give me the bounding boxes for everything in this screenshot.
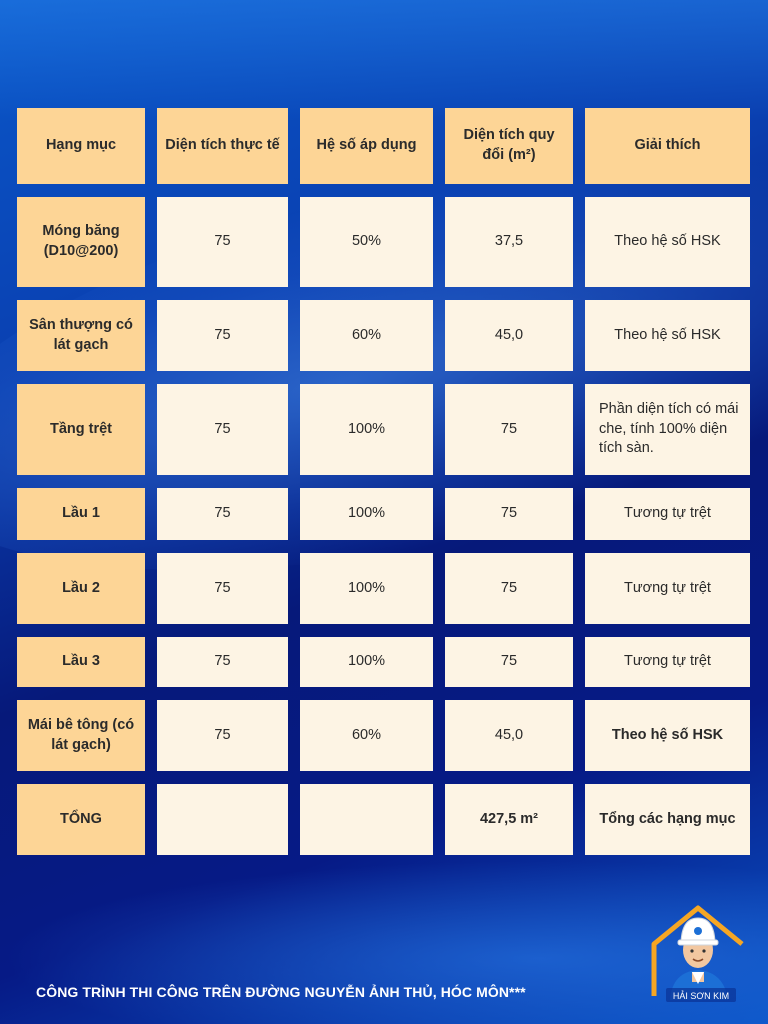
table-cell-actual: 75 (157, 488, 288, 540)
table-cell-coef: 100% (300, 488, 433, 540)
table-cell-total-converted: 427,5 m² (445, 784, 573, 855)
table-row-total-label: TỔNG (17, 784, 145, 855)
table-row-item: Mái bê tông (có lát gạch) (17, 700, 145, 771)
table-row-item: Tầng trệt (17, 384, 145, 475)
table-cell-coef: 60% (300, 300, 433, 371)
table-cell-note: Tổng các hạng mục (585, 784, 750, 855)
header-he-so: Hệ số áp dụng (300, 108, 433, 184)
worker-house-logo-icon: HẢI SƠN KIM (651, 905, 744, 1002)
header-dien-tich-thuc-te: Diện tích thực tế (157, 108, 288, 184)
table-cell-note: Theo hệ số HSK (585, 300, 750, 371)
header-hang-muc: Hạng mục (17, 108, 145, 184)
table-cell-actual: 75 (157, 197, 288, 287)
table-cell-coef: 100% (300, 553, 433, 624)
table-row-item: Lầu 2 (17, 553, 145, 624)
logo-text: HẢI SƠN KIM (673, 990, 729, 1001)
table-cell-actual: 75 (157, 553, 288, 624)
table-cell-coef (300, 784, 433, 855)
table-cell-actual: 75 (157, 384, 288, 475)
table-cell-converted: 75 (445, 637, 573, 687)
table-row-item: Lầu 1 (17, 488, 145, 540)
table-cell-note: Phần diện tích có mái che, tính 100% diệ… (585, 384, 750, 475)
table-cell-converted: 45,0 (445, 700, 573, 771)
table-cell-note: Theo hệ số HSK (585, 197, 750, 287)
header-giai-thich: Giải thích (585, 108, 750, 184)
table-cell-actual: 75 (157, 700, 288, 771)
table-cell-actual: 75 (157, 637, 288, 687)
table-cell-actual (157, 784, 288, 855)
table-cell-coef: 50% (300, 197, 433, 287)
header-dien-tich-quy-doi: Diện tích quy đổi (m²) (445, 108, 573, 184)
table-row-item: Sân thượng có lát gạch (17, 300, 145, 371)
table-cell-converted: 75 (445, 384, 573, 475)
table-cell-converted: 37,5 (445, 197, 573, 287)
table-cell-coef: 100% (300, 637, 433, 687)
table-cell-note: Theo hệ số HSK (585, 700, 750, 771)
background-bottom-glow (0, 860, 768, 1024)
table-cell-note: Tương tự trệt (585, 553, 750, 624)
table-cell-note: Tương tự trệt (585, 488, 750, 540)
footer-caption: CÔNG TRÌNH THI CÔNG TRÊN ĐƯỜNG NGUYỄN ẢN… (36, 984, 526, 1000)
table-cell-converted: 75 (445, 553, 573, 624)
table-cell-converted: 45,0 (445, 300, 573, 371)
table-cell-coef: 100% (300, 384, 433, 475)
background-glow (0, 0, 768, 120)
table-cell-note: Tương tự trệt (585, 637, 750, 687)
hai-son-kim-logo: HẢI SƠN KIM (648, 888, 748, 1008)
table-row-item: Móng băng (D10@200) (17, 197, 145, 287)
table-cell-actual: 75 (157, 300, 288, 371)
table-cell-coef: 60% (300, 700, 433, 771)
table-cell-converted: 75 (445, 488, 573, 540)
table-row-item: Lầu 3 (17, 637, 145, 687)
